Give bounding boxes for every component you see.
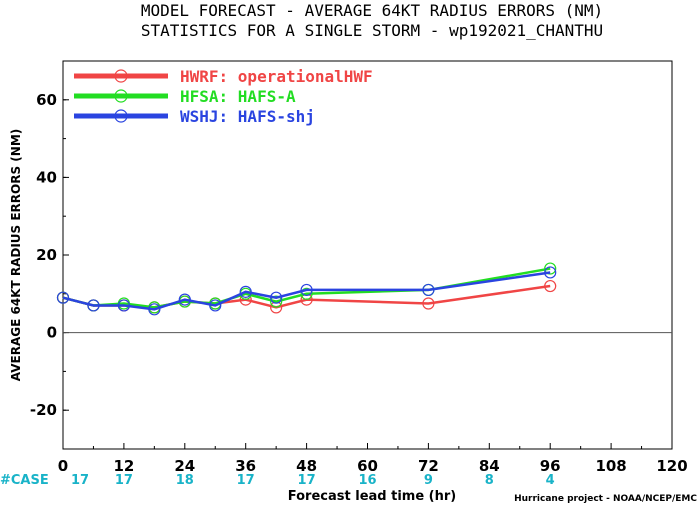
x-tick-label: 36 bbox=[235, 457, 256, 475]
data-point bbox=[178, 293, 191, 306]
y-tick-label: -20 bbox=[30, 401, 57, 419]
x-tick-label: 108 bbox=[595, 457, 626, 475]
chart-title: MODEL FORECAST - AVERAGE 64KT RADIUS ERR… bbox=[141, 1, 603, 20]
data-point bbox=[87, 299, 100, 312]
data-point bbox=[209, 299, 222, 312]
case-count: 17 bbox=[115, 473, 133, 488]
data-point bbox=[544, 266, 557, 279]
legend-label: WSHJ: HAFS-shj bbox=[180, 107, 315, 126]
series-2 bbox=[56, 266, 557, 316]
case-counts: #CASE 17 17 18 17 17 16 9 8 4 bbox=[0, 473, 555, 488]
y-tick-label: 20 bbox=[36, 246, 57, 264]
case-count: 9 bbox=[424, 473, 433, 488]
plot-area bbox=[62, 60, 673, 450]
x-tick-label: 0 bbox=[58, 457, 68, 475]
legend-marker bbox=[114, 109, 128, 123]
case-count: 17 bbox=[298, 473, 316, 488]
x-tick-label: 24 bbox=[174, 457, 195, 475]
y-axis: -20 0 20 40 60 bbox=[30, 60, 69, 450]
y-tick-label: 0 bbox=[47, 324, 57, 342]
data-point bbox=[300, 287, 313, 300]
data-point bbox=[300, 283, 313, 297]
legend-marker bbox=[114, 69, 128, 83]
y-tick-label: 60 bbox=[36, 91, 57, 109]
data-point bbox=[239, 285, 252, 298]
series-line bbox=[62, 271, 551, 311]
x-tick-label: 72 bbox=[418, 457, 439, 475]
x-tick-label: 84 bbox=[479, 457, 500, 475]
data-point bbox=[270, 291, 283, 304]
legend-label: HFSA: HAFS-A bbox=[180, 87, 296, 106]
x-tick-label: 12 bbox=[113, 457, 134, 475]
x-tick-label: 48 bbox=[296, 457, 317, 475]
x-tick-label: 120 bbox=[656, 457, 687, 475]
x-tick-label: 60 bbox=[357, 457, 378, 475]
chart-subtitle: STATISTICS FOR A SINGLE STORM - wp192021… bbox=[141, 21, 603, 40]
data-point bbox=[422, 283, 435, 297]
data-point bbox=[117, 299, 131, 312]
data-point bbox=[270, 295, 283, 308]
case-count: 17 bbox=[71, 473, 89, 488]
x-axis-label: Forecast lead time (hr) bbox=[288, 489, 456, 504]
data-point bbox=[56, 291, 70, 304]
case-count: 16 bbox=[358, 473, 376, 488]
series-line bbox=[62, 267, 551, 309]
case-label: #CASE bbox=[0, 473, 49, 488]
data-point bbox=[148, 303, 161, 316]
legend-label: HWRF: operationalHWF bbox=[180, 67, 373, 86]
case-count: 17 bbox=[237, 473, 255, 488]
data-point bbox=[422, 297, 435, 310]
y-tick-label: 40 bbox=[36, 168, 57, 186]
x-tick-label: 96 bbox=[540, 457, 561, 475]
case-count: 4 bbox=[546, 473, 555, 488]
x-axis: 0 12 24 36 48 60 72 84 96 108 120 bbox=[58, 443, 688, 475]
data-point bbox=[544, 279, 557, 293]
credit-text: Hurricane project - NOAA/NCEP/EMC bbox=[514, 494, 697, 504]
case-count: 8 bbox=[485, 473, 494, 488]
legend-marker bbox=[114, 89, 128, 103]
series-0 bbox=[56, 279, 557, 314]
series-group bbox=[56, 262, 557, 316]
data-point bbox=[544, 262, 557, 275]
case-count: 18 bbox=[176, 473, 194, 488]
y-axis-label: AVERAGE 64KT RADIUS ERRORS (NM) bbox=[9, 129, 23, 381]
